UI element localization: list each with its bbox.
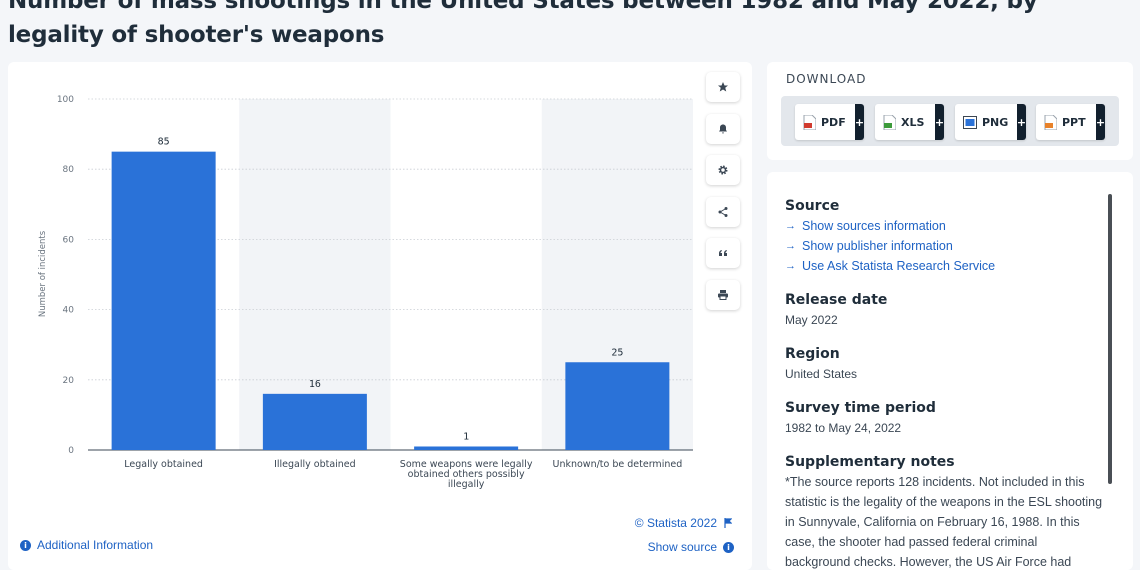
page-title: Number of mass shootings in the United S…: [8, 0, 1038, 48]
share-icon: [718, 206, 728, 217]
research-service-link[interactable]: → Use Ask Statista Research Service: [785, 256, 1103, 276]
gear-icon: [718, 165, 728, 175]
additional-information-label: Additional Information: [37, 538, 154, 552]
research-service-label: Use Ask Statista Research Service: [802, 259, 996, 273]
download-ppt-button[interactable]: PPT +: [1036, 104, 1105, 140]
download-title: DOWNLOAD: [786, 72, 867, 86]
download-pdf-label: PDF: [821, 115, 846, 129]
y-tick-label: 100: [57, 95, 74, 105]
copyright-label: © Statista 2022: [634, 516, 717, 530]
download-bar: PDF + XLS + PNG + PPT +: [781, 96, 1119, 146]
release-date-value: May 2022: [785, 313, 838, 327]
bar-value-label: 25: [611, 347, 623, 358]
source-heading: Source: [785, 198, 840, 214]
x-tick-label: Legally obtained: [124, 459, 203, 470]
x-tick-label: obtained others possibly: [408, 469, 525, 480]
show-source-link[interactable]: Show source i: [648, 540, 734, 554]
download-xls-button[interactable]: XLS +: [875, 104, 944, 140]
notification-button[interactable]: [706, 113, 740, 144]
arrow-right-icon: →: [785, 260, 796, 272]
download-card: DOWNLOAD PDF + XLS + PNG +: [767, 62, 1133, 160]
x-tick-label: Illegally obtained: [274, 459, 356, 470]
flag-icon: [724, 518, 732, 528]
download-pdf-plus: +: [855, 104, 864, 140]
bar-value-label: 1: [463, 431, 469, 442]
show-sources-label: Show sources information: [802, 219, 946, 233]
info-icon: i: [20, 539, 31, 551]
additional-information-link[interactable]: i Additional Information: [20, 538, 153, 552]
favorite-button[interactable]: [706, 72, 740, 102]
info-content: Source → Show sources information → Show…: [785, 196, 1103, 570]
info-icon: i: [723, 541, 734, 553]
release-date-heading: Release date: [785, 292, 888, 308]
bar: [111, 151, 216, 450]
download-png-label: PNG: [982, 115, 1009, 129]
info-card: Source → Show sources information → Show…: [767, 172, 1133, 570]
show-source-label: Show source: [647, 540, 717, 554]
copyright-notice: © Statista 2022: [635, 516, 732, 530]
arrow-right-icon: →: [785, 240, 796, 252]
bar-value-label: 16: [309, 379, 321, 390]
download-ppt-plus: +: [1096, 104, 1105, 140]
show-publisher-label: Show publisher information: [802, 239, 953, 253]
arrow-right-icon: →: [785, 220, 796, 232]
bell-icon: [719, 124, 727, 133]
quote-icon: [719, 250, 727, 256]
bar: [565, 362, 670, 450]
settings-button[interactable]: [706, 155, 740, 185]
print-button[interactable]: [706, 279, 740, 310]
show-sources-link[interactable]: → Show sources information: [785, 216, 1103, 236]
download-xls-plus: +: [935, 104, 944, 140]
region-value: United States: [785, 367, 858, 381]
download-xls-label: XLS: [901, 115, 925, 129]
printer-icon: [718, 289, 728, 300]
download-png-plus: +: [1017, 104, 1026, 140]
xls-file-icon: [883, 114, 896, 130]
x-tick-label: Some weapons were legally: [400, 459, 533, 470]
survey-period-heading: Survey time period: [785, 400, 936, 416]
show-publisher-link[interactable]: → Show publisher information: [785, 236, 1103, 256]
png-file-icon: [963, 115, 977, 129]
y-axis-title: Number of incidents: [38, 230, 48, 317]
download-pdf-button[interactable]: PDF +: [795, 104, 864, 140]
cite-button[interactable]: [706, 238, 740, 268]
download-ppt-label: PPT: [1062, 115, 1086, 129]
category-band: [239, 99, 391, 450]
bar: [414, 446, 519, 450]
y-tick-label: 0: [68, 446, 74, 456]
y-tick-label: 20: [63, 376, 75, 386]
bar: [262, 393, 367, 450]
supplementary-notes-heading: Supplementary notes: [785, 454, 955, 470]
chart-card: 0 20 40 60 80 100 85 Legally obtained 16 Illegall…: [8, 62, 752, 570]
y-tick-label: 80: [63, 165, 75, 175]
download-png-button[interactable]: PNG +: [955, 104, 1026, 140]
pdf-file-icon: [803, 114, 816, 130]
chart-toolbar: [706, 72, 744, 321]
info-scrollbar[interactable]: [1108, 194, 1112, 484]
bar-value-label: 85: [158, 137, 170, 148]
bar-chart: 0 20 40 60 80 100 85 Legally obtained 16 Illegall…: [38, 95, 693, 490]
y-tick-label: 60: [63, 235, 75, 245]
x-tick-label: Unknown/to be determined: [553, 459, 683, 470]
y-tick-label: 40: [63, 306, 75, 316]
share-button[interactable]: [706, 196, 740, 227]
survey-period-value: 1982 to May 24, 2022: [785, 421, 902, 435]
star-icon: [718, 82, 728, 92]
x-tick-label: illegally: [448, 479, 485, 490]
ppt-file-icon: [1044, 114, 1057, 130]
region-heading: Region: [785, 346, 840, 362]
supplementary-notes-text: *The source reports 128 incidents. Not i…: [785, 475, 1103, 569]
